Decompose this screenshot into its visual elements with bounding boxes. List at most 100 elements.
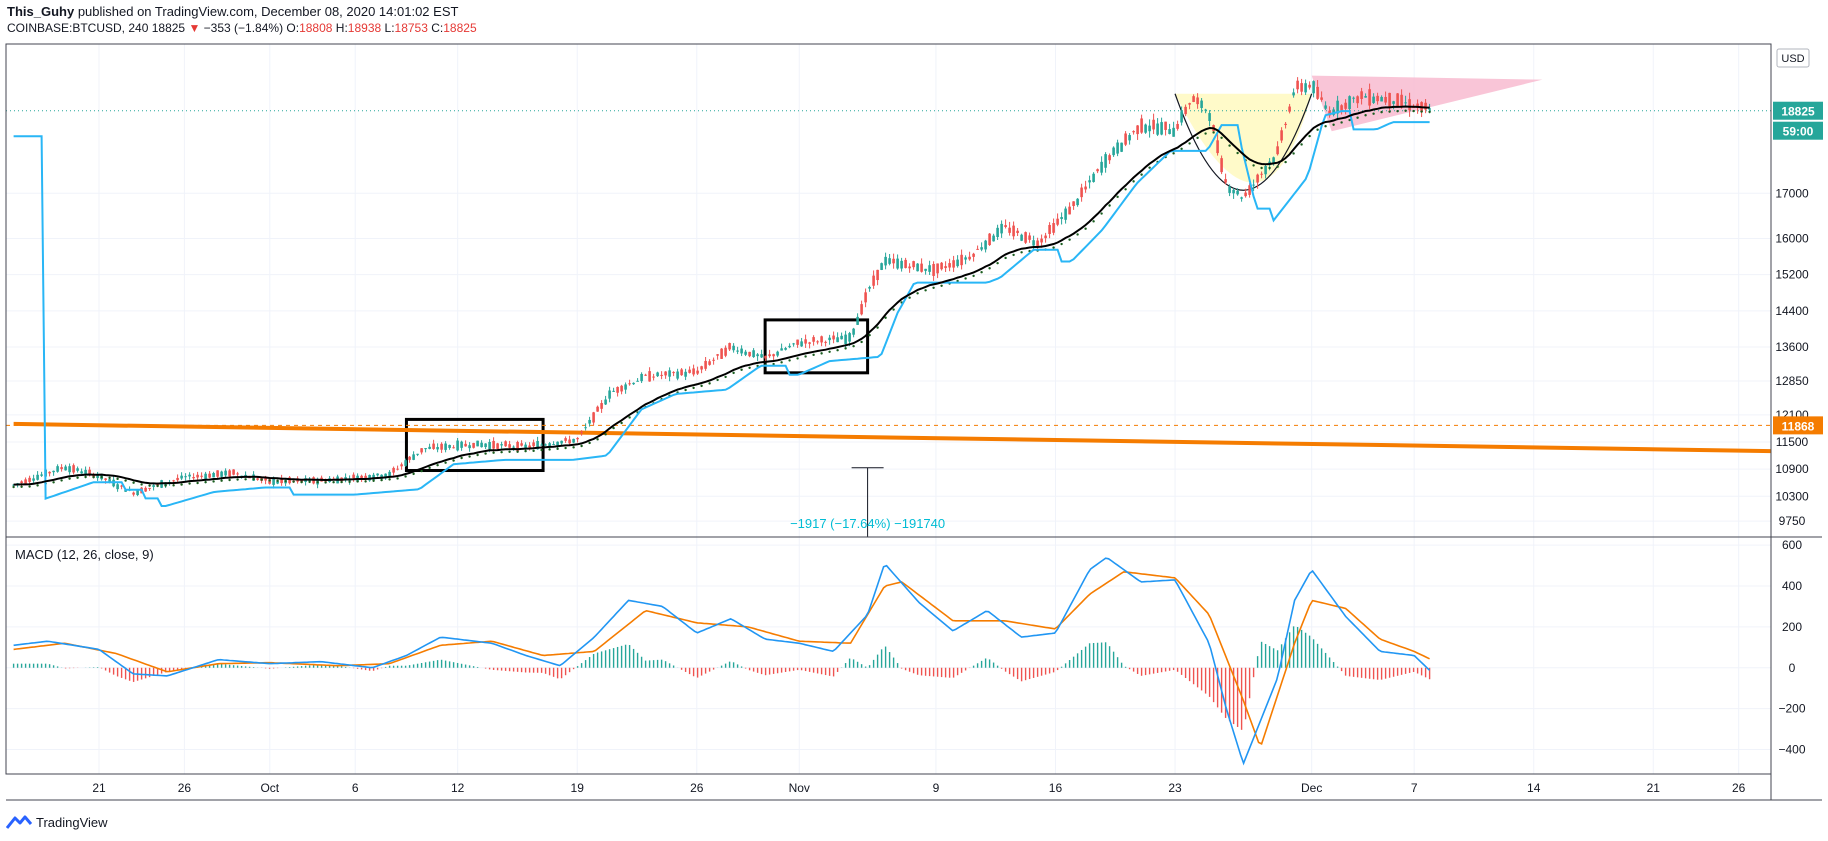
candle-body [524, 444, 527, 448]
candle-body [528, 445, 531, 448]
x-tick-label: 12 [451, 781, 465, 795]
sar-dot [1196, 136, 1199, 140]
sar-dot [1300, 143, 1303, 146]
sar-dot [964, 277, 967, 280]
orange-level-label: 11868 [1782, 419, 1815, 433]
candle-body [68, 466, 71, 473]
candle-body [736, 350, 739, 352]
sar-dot [36, 484, 39, 487]
candle-body [1040, 238, 1043, 243]
sar-dot [604, 433, 607, 436]
sar-dot [820, 352, 823, 355]
candle-body [84, 469, 87, 475]
panes-frame [5, 43, 1822, 801]
candle-body [64, 466, 67, 471]
candle-body [1204, 109, 1207, 111]
candle-body [968, 256, 971, 260]
candle-body [900, 260, 903, 269]
sar-dot [124, 479, 127, 482]
sar-dot [980, 270, 983, 274]
sar-dot [1412, 109, 1415, 113]
candle-body [852, 328, 855, 335]
sar-dot [1004, 256, 1007, 260]
macd-y-tick-label: 600 [1782, 538, 1802, 552]
countdown-label: 59:00 [1783, 125, 1814, 139]
sar-dot [1140, 173, 1143, 176]
sar-dot [460, 456, 463, 460]
candle-body [672, 372, 675, 374]
candle-body [120, 485, 123, 487]
sar-dot [324, 481, 327, 484]
sar-dot [340, 480, 343, 484]
high-value: 18938 [347, 21, 382, 35]
sar-dot [540, 448, 543, 452]
candle-body [876, 269, 879, 281]
sar-dot [812, 353, 815, 357]
macd-line [13, 557, 1431, 766]
candle-body [516, 441, 519, 452]
candle-body [704, 360, 707, 369]
candle-body [936, 263, 939, 274]
candle-body [684, 371, 687, 377]
candle-body [108, 479, 111, 482]
candle-body [32, 478, 35, 481]
candle-body [764, 355, 767, 359]
sar-dot [1172, 152, 1175, 155]
candle-body [1208, 113, 1211, 121]
candle-body [1192, 96, 1195, 102]
sar-dot [500, 450, 503, 454]
candle-body [576, 437, 579, 440]
sar-dot [236, 478, 239, 481]
candle-body [604, 399, 607, 405]
sar-dot [116, 477, 119, 481]
cup-fill [1175, 93, 1312, 183]
candle-body [200, 475, 203, 477]
candle-body [1088, 180, 1091, 183]
grid [6, 44, 1771, 774]
candle-body [768, 354, 771, 357]
candle-body [844, 334, 847, 344]
sar-dot [164, 484, 167, 487]
candle-body [860, 304, 863, 315]
candle-body [544, 444, 547, 446]
sar-dot [484, 452, 487, 455]
candle-body [484, 443, 487, 448]
candle-body [1260, 173, 1263, 175]
sar-dot [684, 388, 687, 392]
candle-body [992, 235, 995, 242]
candle-body [480, 442, 483, 448]
candle-body [96, 474, 99, 479]
candle-body [1368, 89, 1371, 106]
y-tick-label: 9750 [1779, 514, 1806, 528]
candle-body [472, 442, 475, 448]
supertrend-line [13, 110, 1430, 507]
candle-body [488, 441, 491, 450]
candle-body [48, 471, 51, 474]
candle-body [796, 339, 799, 345]
candle-body [1180, 111, 1183, 123]
x-tick-label: 21 [92, 781, 106, 795]
candle-body [396, 468, 399, 470]
candle-body [656, 372, 659, 377]
candle-body [780, 348, 783, 351]
candle-body [548, 443, 551, 447]
sar-dot [740, 368, 743, 371]
candle-body [208, 473, 211, 478]
candle-body [724, 347, 727, 356]
symbol-name[interactable]: COINBASE:BTCUSD, 240 [7, 21, 149, 35]
candle-body [1176, 123, 1179, 129]
candle-body [564, 438, 567, 441]
sar-dot [52, 481, 55, 484]
currency-label: USD [1781, 53, 1804, 65]
candle-body [1024, 232, 1027, 243]
candle-body [716, 354, 719, 356]
sar-dot [452, 459, 455, 462]
candle-body [504, 441, 507, 447]
candle-body [156, 483, 159, 486]
candle-body [364, 475, 367, 479]
candle-body [1032, 240, 1035, 246]
candle-body [832, 335, 835, 340]
tradingview-footer[interactable]: TradingView [6, 814, 108, 830]
countdown-tag [1773, 121, 1823, 140]
